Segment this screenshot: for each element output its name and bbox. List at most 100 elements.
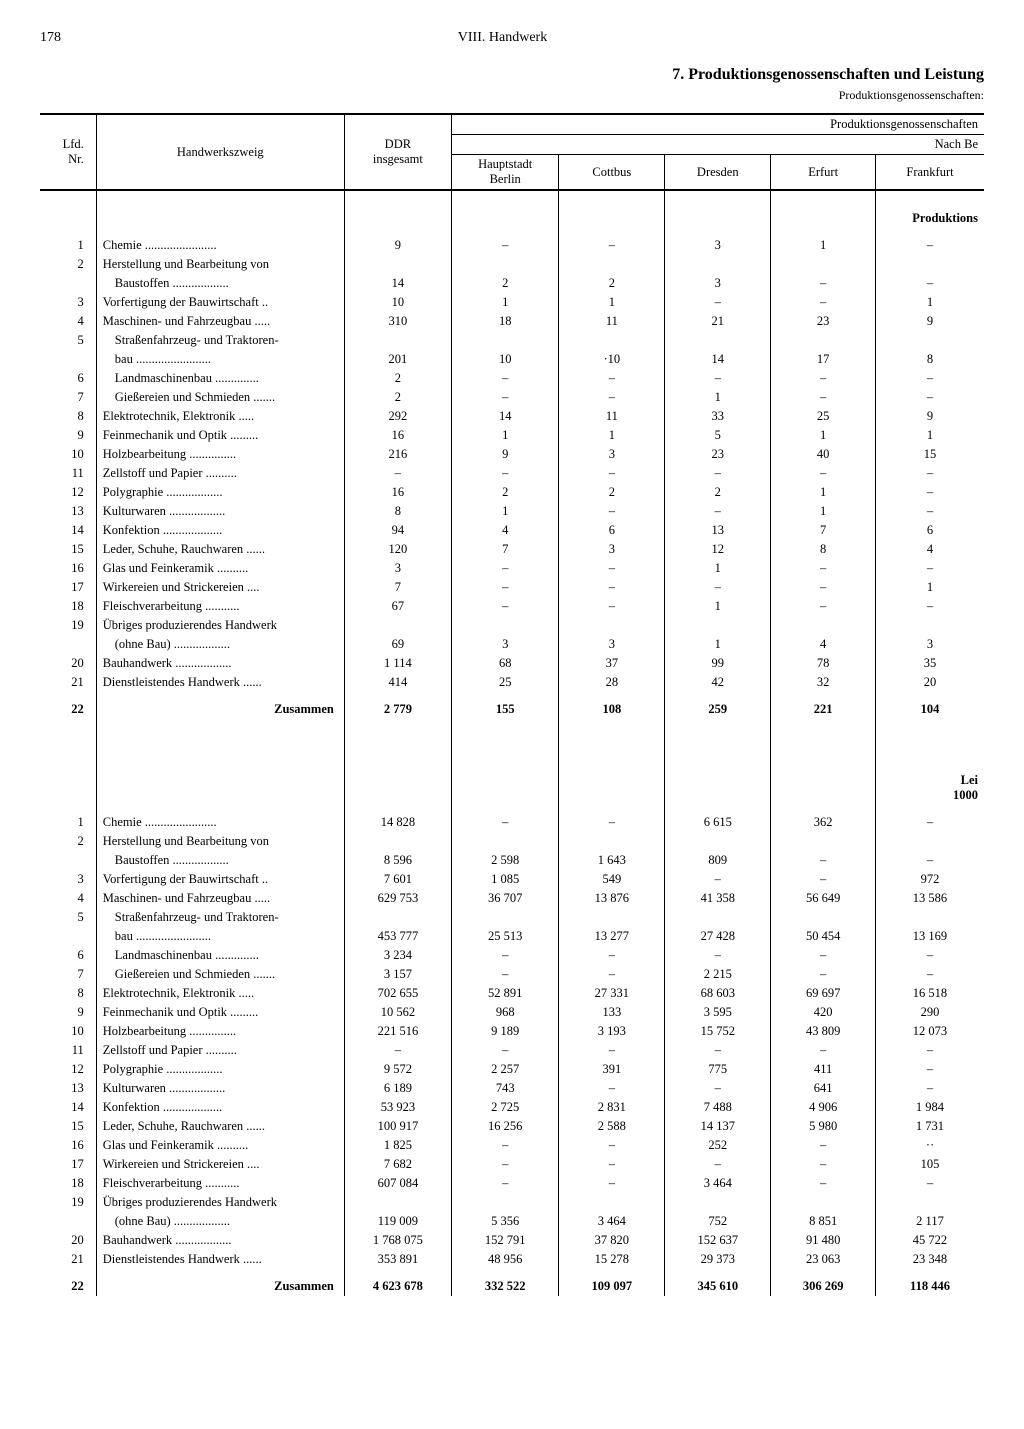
cell: 105 (875, 1155, 984, 1174)
table-row: 3 Vorfertigung der Bauwirtschaft .. 7 60… (40, 870, 984, 889)
cell: – (771, 559, 876, 578)
row-label: Herstellung und Bearbeitung von (96, 255, 344, 274)
cell: 972 (875, 870, 984, 889)
cell: – (559, 813, 665, 832)
cell: – (771, 870, 876, 889)
hdr-col-1: Cottbus (559, 155, 665, 191)
row-label: Chemie ....................... (96, 236, 344, 255)
row-label: Landmaschinenbau .............. (96, 369, 344, 388)
cell: – (559, 464, 665, 483)
cell: – (875, 1174, 984, 1193)
table-row: 10 Holzbearbeitung ............... 221 5… (40, 1022, 984, 1041)
row-nr: 5 (40, 331, 96, 350)
cell: 15 (875, 445, 984, 464)
table-row: 21 Dienstleistendes Handwerk ...... 353 … (40, 1250, 984, 1269)
row-label: Feinmechanik und Optik ......... (96, 1003, 344, 1022)
row-label-cont: bau ........................ (96, 350, 344, 369)
cell: – (451, 1041, 559, 1060)
row-label: Straßenfahrzeug- und Traktoren- (96, 908, 344, 927)
sum-label: Zusammen (96, 1269, 344, 1296)
row-nr: 19 (40, 616, 96, 635)
cell: 2 598 (451, 851, 559, 870)
table-row: 19 Übriges produzierendes Handwerk (40, 1193, 984, 1212)
cell: – (451, 965, 559, 984)
cell: 68 603 (665, 984, 771, 1003)
cell: 13 876 (559, 889, 665, 908)
cell: 2 588 (559, 1117, 665, 1136)
row-label: Herstellung und Bearbeitung von (96, 832, 344, 851)
cell: 23 (771, 312, 876, 331)
cell: – (665, 369, 771, 388)
cell: – (875, 559, 984, 578)
cell: 118 446 (875, 1269, 984, 1296)
sum-row: 22 Zusammen 2 779 155 108 259 221 104 (40, 692, 984, 719)
cell: 14 (665, 350, 771, 369)
cell: – (875, 597, 984, 616)
cell: 345 610 (665, 1269, 771, 1296)
table-row: (ohne Bau) .................. 119 009 5 … (40, 1212, 984, 1231)
cell: 8 596 (344, 851, 451, 870)
table-row: 1 Chemie ....................... 14 828 … (40, 813, 984, 832)
cell: 6 189 (344, 1079, 451, 1098)
row-label: Wirkereien und Strickereien .... (96, 578, 344, 597)
cell: – (665, 293, 771, 312)
cell: – (665, 1041, 771, 1060)
row-nr: 3 (40, 870, 96, 889)
cell: 7 (451, 540, 559, 559)
cell: 391 (559, 1060, 665, 1079)
cell: 15 278 (559, 1250, 665, 1269)
cell: 12 073 (875, 1022, 984, 1041)
cell: – (875, 946, 984, 965)
cell: 809 (665, 851, 771, 870)
cell: 6 (875, 521, 984, 540)
cell: 310 (344, 312, 451, 331)
cell: 16 (344, 426, 451, 445)
cell: 12 (665, 540, 771, 559)
row-nr: 11 (40, 1041, 96, 1060)
cell: 2 257 (451, 1060, 559, 1079)
cell: 641 (771, 1079, 876, 1098)
cell: 7 682 (344, 1155, 451, 1174)
cell: 9 (875, 407, 984, 426)
cell: 16 256 (451, 1117, 559, 1136)
cell: 11 (559, 407, 665, 426)
cell: 3 (875, 635, 984, 654)
cell: 2 117 (875, 1212, 984, 1231)
table-row: 12 Polygraphie .................. 9 572 … (40, 1060, 984, 1079)
cell: 1 731 (875, 1117, 984, 1136)
row-label: Holzbearbeitung ............... (96, 1022, 344, 1041)
cell: – (665, 1155, 771, 1174)
cell: – (875, 388, 984, 407)
cell: 221 (771, 692, 876, 719)
row-label: Bauhandwerk .................. (96, 654, 344, 673)
cell: – (771, 965, 876, 984)
row-label: Übriges produzierendes Handwerk (96, 616, 344, 635)
cell: – (875, 1041, 984, 1060)
cell: – (451, 388, 559, 407)
cell: 6 615 (665, 813, 771, 832)
cell: 9 (451, 445, 559, 464)
cell: 1 (451, 426, 559, 445)
cell: 17 (771, 350, 876, 369)
cell: 3 464 (559, 1212, 665, 1231)
table-row: 7 Gießereien und Schmieden ....... 2 – –… (40, 388, 984, 407)
cell: 1 643 (559, 851, 665, 870)
cell: 25 513 (451, 927, 559, 946)
cell: 27 428 (665, 927, 771, 946)
cell: 37 820 (559, 1231, 665, 1250)
row-label: Elektrotechnik, Elektronik ..... (96, 984, 344, 1003)
table-row: 5 Straßenfahrzeug- und Traktoren- (40, 331, 984, 350)
cell: – (875, 1079, 984, 1098)
cell: – (559, 1136, 665, 1155)
cell: 2 (559, 483, 665, 502)
row-nr: 18 (40, 597, 96, 616)
cell: – (771, 464, 876, 483)
cell: 3 193 (559, 1022, 665, 1041)
cell: 3 (665, 236, 771, 255)
table-row: 18 Fleischverarbeitung ........... 67 – … (40, 597, 984, 616)
row-nr: 15 (40, 540, 96, 559)
cell: – (559, 597, 665, 616)
cell: – (559, 578, 665, 597)
row-label: Konfektion ................... (96, 521, 344, 540)
cell: 40 (771, 445, 876, 464)
